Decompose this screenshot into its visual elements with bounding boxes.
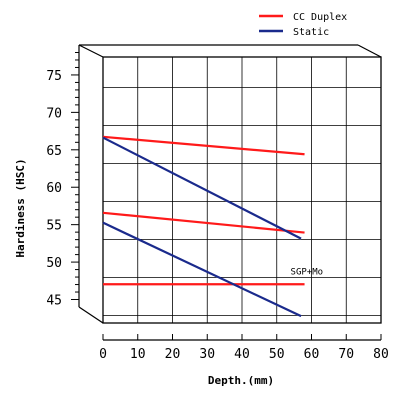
y-minor-ticks bbox=[71, 51, 79, 301]
frame-edge-top-right bbox=[357, 44, 382, 58]
y-tick-label: 65 bbox=[46, 144, 62, 159]
y-axis-label: Hardiness (HSC) bbox=[14, 158, 27, 257]
legend-label: Static bbox=[293, 27, 329, 38]
chart-legend: CC Duplex Static bbox=[259, 12, 347, 38]
chart-annotations: SGP+Mo bbox=[291, 267, 324, 277]
x-axis-label: Depth.(mm) bbox=[208, 374, 274, 387]
series-line-cc-duplex bbox=[102, 211, 305, 234]
x-tick-label: 0 bbox=[99, 347, 107, 362]
x-tick-label: 10 bbox=[130, 347, 146, 362]
x-tick-label: 50 bbox=[269, 347, 285, 362]
frame-edge-bottom-left bbox=[78, 306, 104, 324]
series-line-cc-duplex bbox=[102, 135, 305, 156]
x-tick-label: 80 bbox=[373, 347, 389, 362]
y-tick-label: 50 bbox=[46, 256, 62, 271]
y-tick-labels: 45 50 55 60 65 70 75 bbox=[46, 69, 62, 309]
x-tick-label: 60 bbox=[304, 347, 320, 362]
frame-edge-top-left bbox=[78, 44, 104, 58]
legend-label: CC Duplex bbox=[293, 12, 347, 23]
y-tick-label: 60 bbox=[46, 181, 62, 196]
chart-grid bbox=[102, 57, 382, 340]
series-line-static bbox=[102, 221, 302, 318]
y-tick-label: 55 bbox=[46, 219, 62, 234]
chart-frame bbox=[78, 44, 382, 341]
x-tick-label: 20 bbox=[165, 347, 181, 362]
series-line-static bbox=[102, 136, 302, 240]
y-tick-label: 75 bbox=[46, 69, 62, 84]
y-tick-label: 70 bbox=[46, 106, 62, 121]
annotation-label: SGP+Mo bbox=[291, 267, 324, 277]
y-tick-label: 45 bbox=[46, 294, 62, 309]
x-tick-label: 40 bbox=[234, 347, 250, 362]
x-tick-label: 30 bbox=[199, 347, 215, 362]
chart-series bbox=[102, 135, 305, 318]
x-tick-labels: 0 10 20 30 40 50 60 70 80 bbox=[99, 347, 389, 362]
x-tick-label: 70 bbox=[338, 347, 354, 362]
